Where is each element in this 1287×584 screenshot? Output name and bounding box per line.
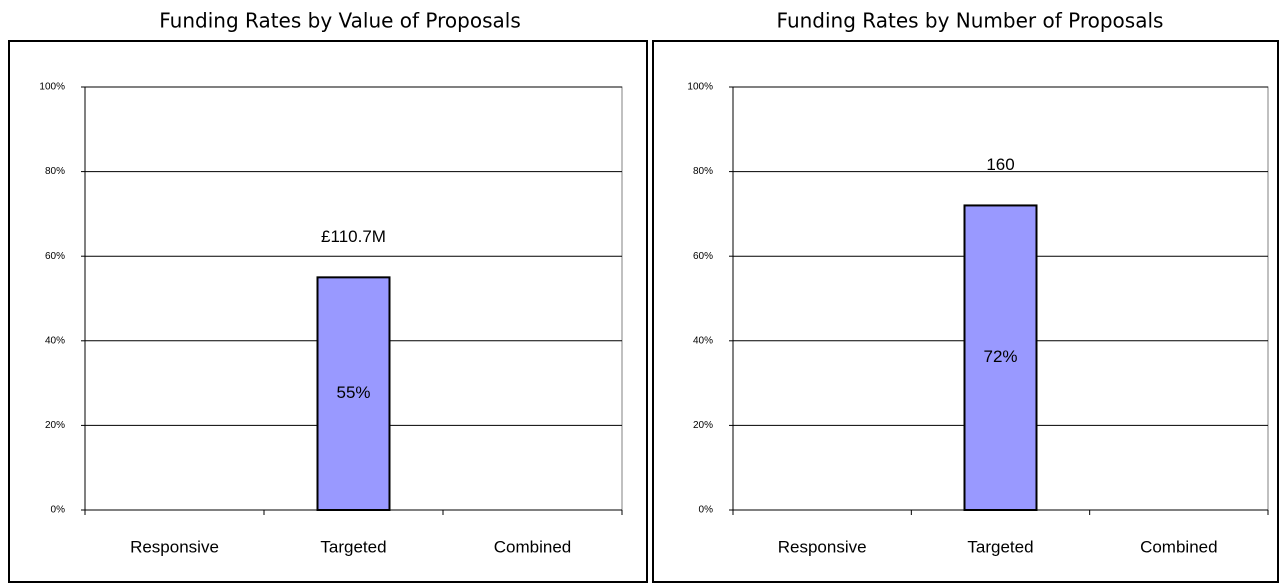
y-tick-label: 20% (45, 420, 65, 431)
x-tick-label: Responsive (778, 537, 867, 556)
y-tick-label: 20% (693, 420, 713, 431)
y-tick-label: 40% (693, 335, 713, 346)
y-tick-label: 80% (45, 166, 65, 177)
bar (316, 276, 391, 511)
y-tick-label: 100% (39, 82, 65, 93)
panel-frame (8, 40, 648, 583)
panel-frame (652, 40, 1279, 583)
y-tick-label: 60% (45, 251, 65, 262)
chart-title: Funding Rates by Number of Proposals (777, 9, 1164, 33)
y-tick-label: 60% (693, 251, 713, 262)
y-tick-label: 0% (699, 505, 714, 516)
bar (963, 204, 1038, 511)
value-label: 72% (983, 347, 1017, 366)
x-tick-label: Targeted (967, 537, 1033, 556)
x-tick-label: Combined (494, 537, 572, 556)
y-tick-label: 100% (687, 82, 713, 93)
y-tick-label: 0% (51, 505, 66, 516)
top-label: £110.7M (321, 227, 386, 246)
top-label: 160 (986, 155, 1014, 174)
chart-title: Funding Rates by Value of Proposals (159, 9, 521, 33)
x-tick-label: Targeted (320, 537, 386, 556)
x-tick-label: Combined (1140, 537, 1218, 556)
x-tick-label: Responsive (130, 537, 219, 556)
value-label: 55% (336, 383, 370, 402)
y-tick-label: 80% (693, 166, 713, 177)
y-tick-label: 40% (45, 335, 65, 346)
